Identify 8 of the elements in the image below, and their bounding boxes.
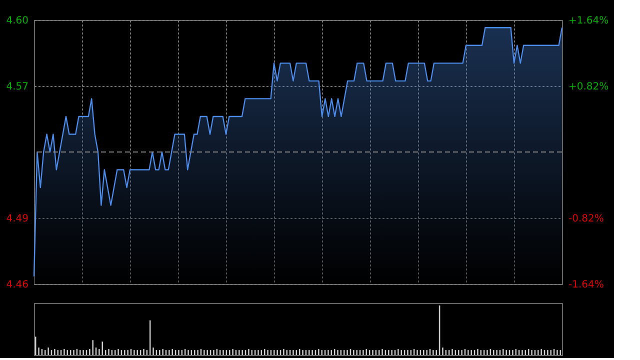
y2-tick-label: -0.82% (568, 214, 604, 224)
y2-tick-label: +0.82% (568, 82, 609, 92)
y2-tick-label: -1.64% (568, 280, 604, 290)
y2-tick-label: +1.64% (568, 16, 609, 26)
y-tick-label: 4.57 (6, 81, 28, 92)
y-tick-label: 4.60 (6, 16, 28, 26)
y-tick-label: 4.49 (6, 214, 28, 225)
y-tick-label: 4.46 (6, 280, 28, 290)
